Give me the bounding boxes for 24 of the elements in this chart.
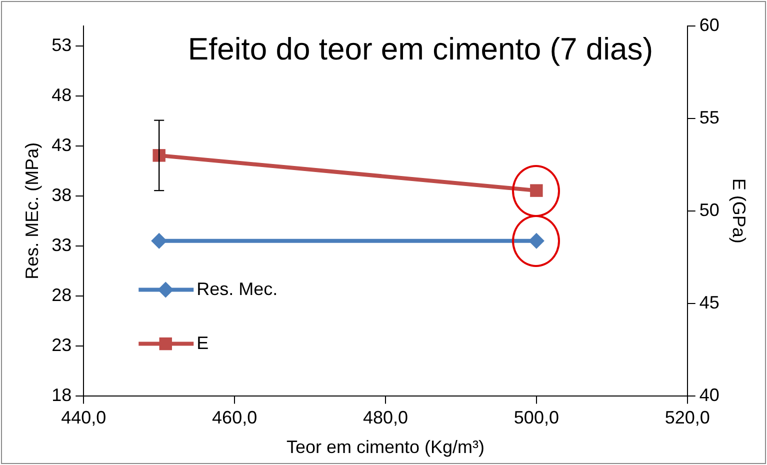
y2-tick-label: 55	[699, 107, 720, 128]
legend-label: Res. Mec.	[196, 278, 278, 299]
x-tick-label: 440,0	[61, 408, 106, 428]
legend-label: E	[196, 332, 209, 353]
y-axis-title: Res. MEc. (MPa)	[22, 142, 42, 280]
y-tick-label: 48	[52, 84, 72, 105]
y-tick-label: 33	[52, 234, 72, 255]
y-tick-label: 38	[52, 184, 72, 205]
y2-tick-label: 60	[699, 14, 720, 35]
x-tick-label: 480,0	[362, 408, 408, 428]
y2-tick-label: 45	[699, 292, 720, 312]
y-tick-label: 23	[52, 334, 72, 355]
chart-title: Efeito do teor em cimento (7 dias)	[188, 32, 654, 67]
x-axis-title: Teor em cimento (Kg/m³)	[286, 437, 485, 458]
y-tick-label: 43	[52, 134, 72, 155]
y2-tick-label: 40	[699, 384, 720, 405]
y-tick-label: 28	[52, 284, 72, 305]
y2-tick-label: 50	[699, 200, 720, 220]
y2-axis-title: E (GPa)	[729, 178, 750, 244]
y-tick-label: 18	[52, 384, 72, 405]
x-tick-label: 460,0	[212, 408, 258, 428]
y-tick-label: 53	[52, 34, 72, 55]
x-tick-label: 520,0	[664, 408, 710, 428]
x-tick-label: 500,0	[514, 408, 559, 428]
